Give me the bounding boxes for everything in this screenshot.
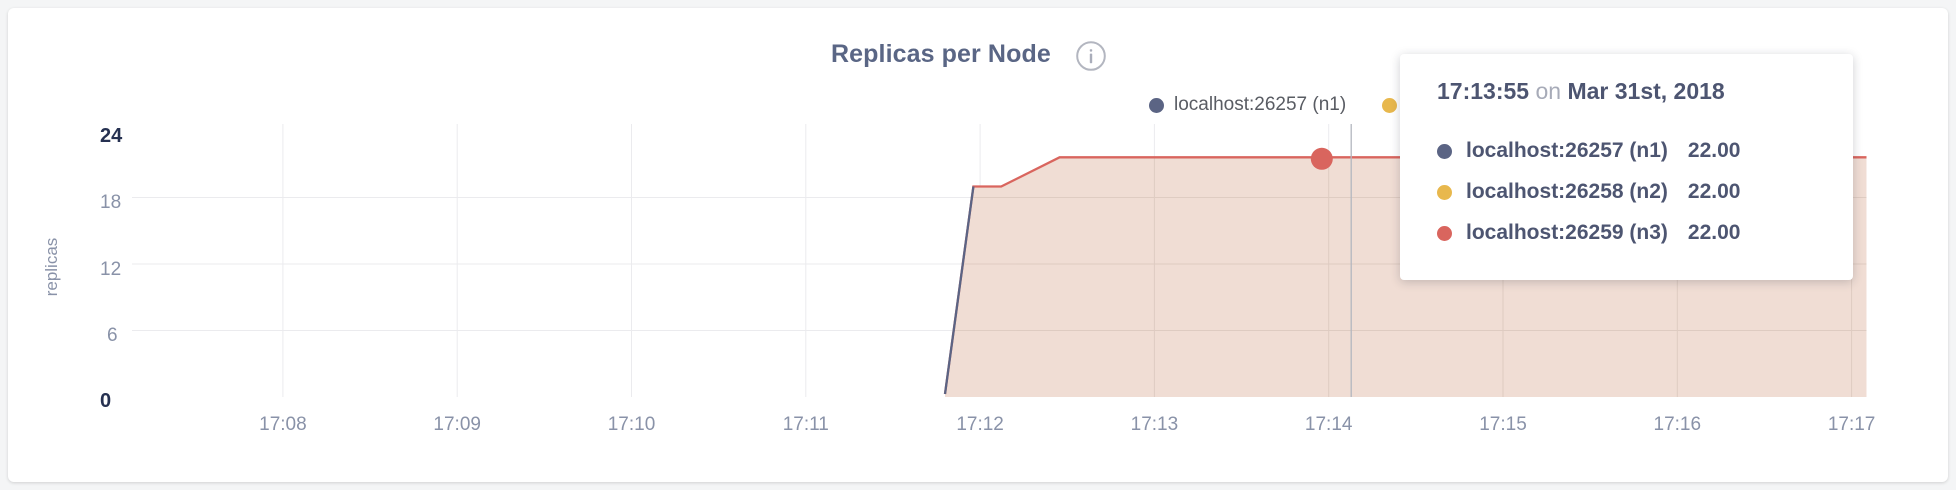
svg-text:6: 6 <box>107 325 118 346</box>
svg-text:17:11: 17:11 <box>783 414 829 435</box>
svg-text:12: 12 <box>100 259 121 280</box>
svg-text:18: 18 <box>100 192 121 213</box>
svg-text:0: 0 <box>100 390 111 412</box>
svg-text:17:14: 17:14 <box>1305 414 1353 435</box>
svg-text:17:08: 17:08 <box>259 414 307 435</box>
svg-text:24: 24 <box>100 125 123 147</box>
svg-text:17:10: 17:10 <box>608 414 656 435</box>
svg-text:17:15: 17:15 <box>1479 414 1527 435</box>
svg-text:17:13: 17:13 <box>1131 414 1179 435</box>
svg-text:17:12: 17:12 <box>956 414 1004 435</box>
svg-text:17:17: 17:17 <box>1828 414 1876 435</box>
svg-text:17:16: 17:16 <box>1654 414 1702 435</box>
svg-text:17:09: 17:09 <box>433 414 481 435</box>
svg-text:replicas: replicas <box>42 238 61 297</box>
